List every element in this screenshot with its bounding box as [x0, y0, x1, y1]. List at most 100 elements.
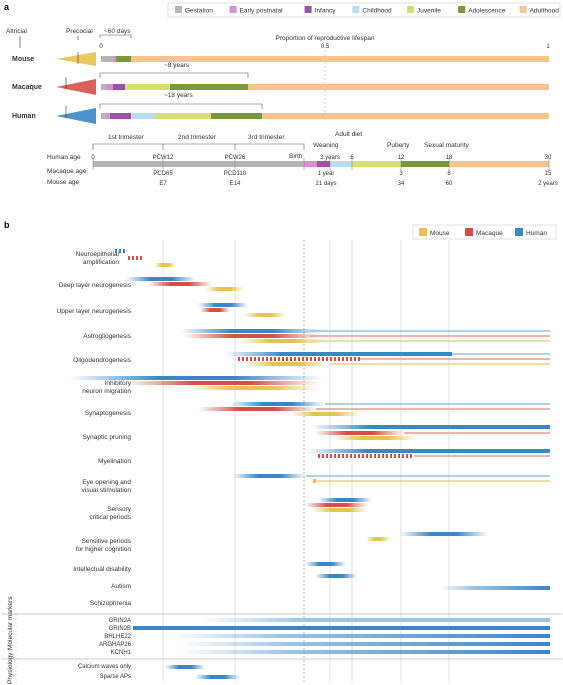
label-neuroepithelial: Neuroepithelial amplification — [76, 251, 120, 266]
process-bar — [232, 474, 306, 478]
marker-kcnh1: KCNH1 — [111, 650, 132, 656]
trimester-2: 2nd trimester — [178, 134, 217, 141]
label-synaptic-pruning: Synaptic pruning — [83, 434, 132, 441]
process-bar — [360, 358, 550, 360]
label-deep-layer: Deep layer neurogenesis — [59, 282, 132, 289]
stage-segment — [156, 113, 211, 119]
process-bar-dash — [370, 454, 372, 458]
process-bar — [452, 353, 550, 355]
process-bar — [330, 363, 550, 365]
process-bar — [200, 308, 230, 312]
process-bar-dash — [394, 454, 396, 458]
mouse-tick-2y: 2 years — [538, 181, 558, 187]
age-segment — [317, 161, 330, 167]
process-bar-dash — [390, 454, 392, 458]
process-labels: Neuroepithelial amplification Deep layer … — [57, 251, 132, 607]
macaque-tick-pcd65: PCD65 — [153, 171, 173, 177]
process-bar — [414, 455, 550, 457]
process-bar-dash — [322, 357, 324, 361]
process-bar — [315, 431, 404, 435]
marker-bar — [133, 626, 550, 630]
stage-segment — [106, 84, 113, 90]
axis-tick-0: 0 — [99, 44, 103, 50]
process-bar-dash — [374, 454, 376, 458]
species-name: Macaque — [12, 84, 42, 91]
stage-segment — [131, 113, 156, 119]
process-bar — [225, 352, 452, 356]
human-age-label: Human age — [47, 154, 81, 161]
process-bar — [306, 475, 550, 477]
age-segment — [352, 161, 401, 167]
process-bar-dash — [238, 357, 240, 361]
label-inhibitory: Inhibitory neuron migration — [82, 380, 132, 395]
marker-bar — [180, 650, 550, 654]
age-segment — [401, 161, 449, 167]
process-bar-dash — [254, 357, 256, 361]
legend-swatch-6 — [519, 6, 527, 13]
process-bar-dash — [386, 454, 388, 458]
process-bar-dash — [306, 357, 308, 361]
axis-title: Proportion of reproductive lifespan — [275, 35, 374, 42]
process-bar-dash — [354, 454, 356, 458]
sexual-maturity-label: Sexual maturity — [424, 142, 470, 149]
process-bar-dash — [310, 357, 312, 361]
process-bar-dash — [402, 454, 404, 458]
process-bar-dash — [362, 454, 364, 458]
axis-tick-05: 0.5 — [321, 44, 330, 50]
process-bar-dash — [358, 454, 360, 458]
process-bar — [198, 303, 248, 307]
marker-grin2b: GRIN2B — [109, 626, 131, 632]
process-bar — [230, 402, 325, 406]
duration-macaque: ~8 years — [164, 62, 190, 69]
process-bar-dash — [290, 357, 292, 361]
stage-segment — [101, 113, 106, 119]
label-intellectual-disability: Intellectual disability — [73, 566, 132, 573]
process-bar — [310, 330, 550, 332]
mouse-tick-34: 34 — [398, 181, 405, 187]
process-bar — [186, 386, 318, 390]
legend-item-6: Adulthood — [530, 8, 560, 15]
process-bar-dash — [378, 454, 380, 458]
molecular-group-label: Molecular markers — [7, 596, 14, 650]
stage-segment — [113, 84, 125, 90]
label-upper-layer: Upper layer neurogenesis — [57, 308, 132, 315]
macaque-tick-15: 15 — [545, 171, 552, 177]
process-bar — [180, 329, 325, 333]
process-bar — [290, 412, 360, 416]
process-bar — [312, 508, 368, 512]
mouse-tick-e7: E7 — [159, 181, 167, 187]
process-bar-dash — [354, 357, 356, 361]
legend-b-macaque: Macaque — [476, 230, 503, 237]
process-bar-dash — [123, 249, 125, 253]
label-schizophrenia: Schizophrenia — [90, 600, 132, 607]
process-bar-dash — [330, 357, 332, 361]
adult-diet-label: Adult diet — [335, 131, 362, 138]
macaque-tick-1y: 1 year — [318, 171, 335, 177]
marker-bhlhe22: BHLHE22 — [104, 634, 131, 640]
wedge-icon — [56, 52, 96, 66]
process-bar-dash — [115, 249, 117, 253]
eye-opening-mouse-marker — [313, 479, 316, 483]
process-bar-dash — [338, 454, 340, 458]
process-bar — [305, 503, 368, 507]
legend-item-4: Juvenile — [417, 8, 441, 15]
process-bar-dash — [322, 454, 324, 458]
process-bar-dash — [119, 249, 121, 253]
process-bar — [243, 362, 330, 366]
stage-segment — [101, 84, 106, 90]
legend-swatch-4 — [407, 6, 414, 13]
process-bar-dash — [358, 357, 360, 361]
legend-swatch-5 — [458, 6, 466, 13]
stage-segment — [125, 84, 170, 90]
legend-swatch-1 — [229, 6, 237, 13]
process-bar — [404, 432, 550, 434]
process-bar-dash — [334, 454, 336, 458]
process-bar-dash — [250, 357, 252, 361]
process-bar-dash — [278, 357, 280, 361]
age-segment — [449, 161, 549, 167]
process-bar — [332, 436, 417, 440]
process-bar-dash — [382, 454, 384, 458]
process-bar — [148, 282, 212, 286]
duration-mouse: ~60 days — [104, 28, 131, 35]
